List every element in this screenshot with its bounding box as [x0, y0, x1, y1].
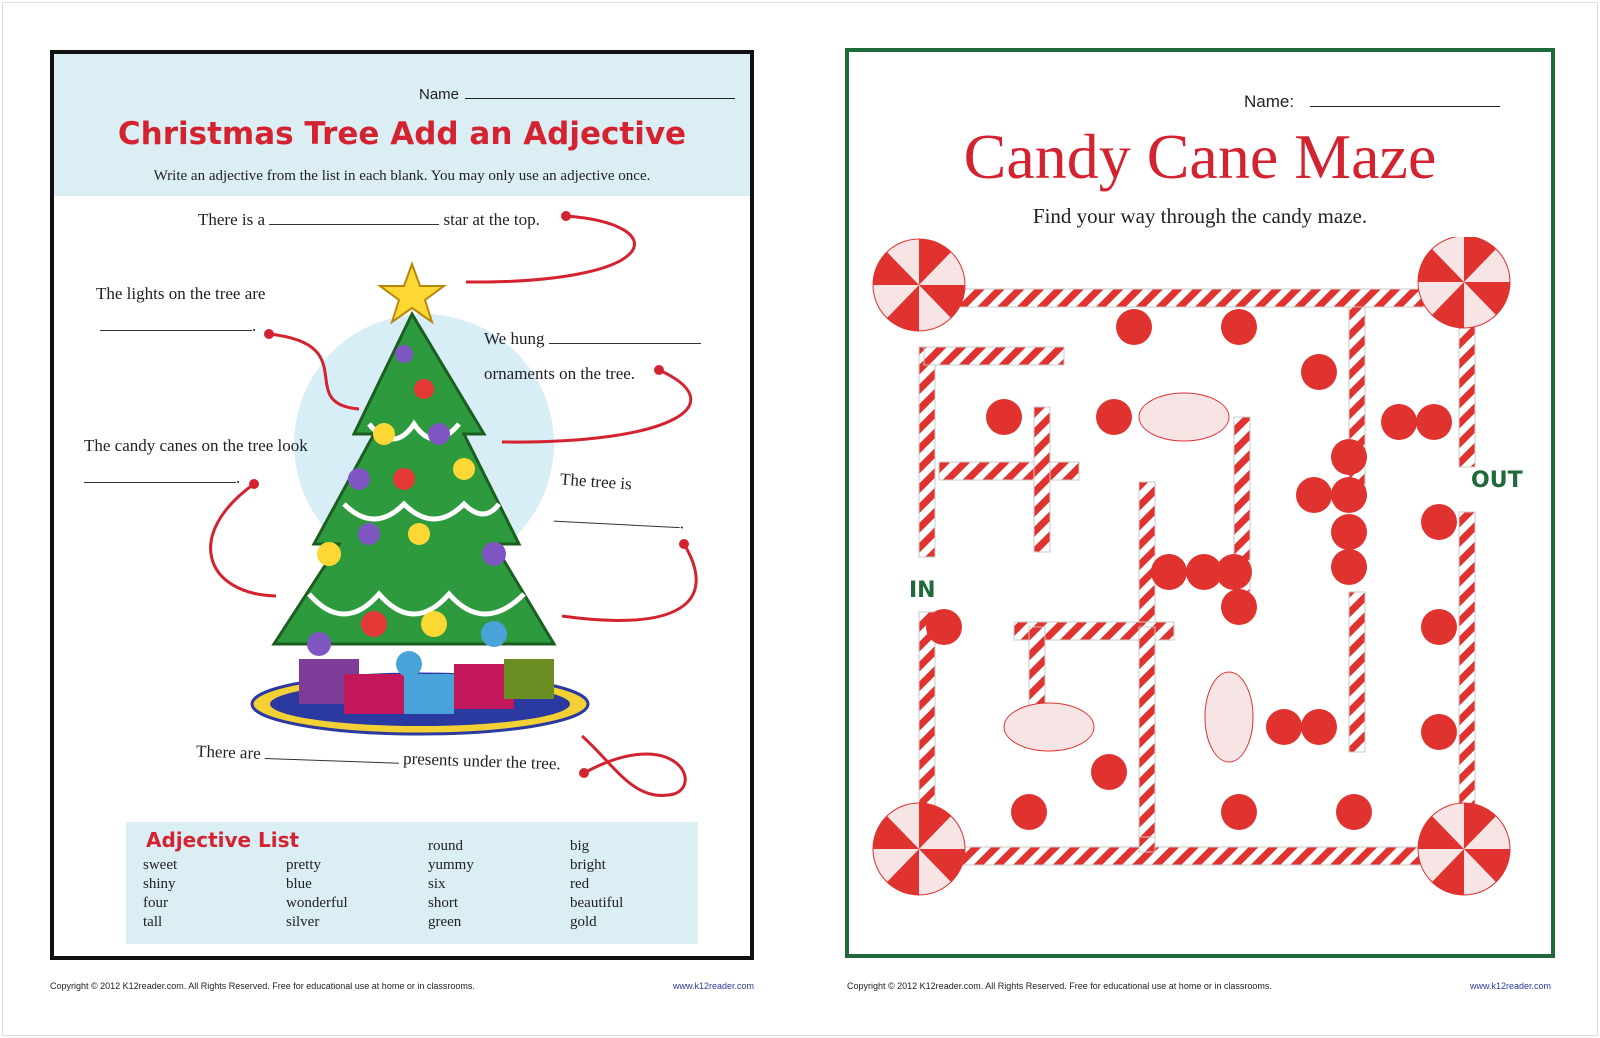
- sentence-star: There is a star at the top.: [198, 210, 540, 229]
- maze-exit-label: OUT: [1471, 468, 1523, 493]
- adjective-column: big bright red beautiful gold: [570, 838, 624, 930]
- name-field[interactable]: Name:: [1244, 92, 1501, 112]
- worksheet-title: Christmas Tree Add an Adjective: [117, 116, 687, 152]
- sentence-hung-post: ornaments on the tree.: [484, 364, 636, 383]
- candy-cane-maze[interactable]: [849, 237, 1551, 927]
- sentence-lights: The lights on the tree are: [96, 284, 266, 303]
- blank-lights[interactable]: .: [100, 316, 256, 336]
- copyright-right: Copyright © 2012 K12reader.com. All Righ…: [847, 981, 1272, 991]
- name-label: Name: [419, 86, 460, 103]
- adjective-worksheet: Name Christmas Tree Add an Adjective Wri…: [50, 50, 754, 960]
- sentence-candy: The candy canes on the tree look: [84, 436, 308, 455]
- adjective-list-title: Adjective List: [146, 828, 300, 852]
- star-icon: [376, 261, 448, 325]
- instructions: Write an adjective from the list in each…: [153, 168, 651, 184]
- christmas-tree-illustration: [209, 211, 698, 797]
- name-label: Name:: [1244, 92, 1295, 111]
- copyright-left: Copyright © 2012 K12reader.com. All Righ…: [50, 981, 475, 991]
- worksheet-title: Candy Cane Maze: [963, 121, 1437, 192]
- blank-star[interactable]: [269, 211, 440, 225]
- maze-entrance-label: IN: [909, 578, 936, 603]
- adjective-list: Adjective List sweet shiny four tall pretty…: [126, 822, 698, 944]
- worksheet-header: Name Christmas Tree Add an Adjective Wri…: [54, 54, 750, 196]
- website-link-right[interactable]: www.k12reader.com: [1470, 981, 1552, 991]
- adjective-column: pretty blue wonderful silver: [286, 857, 348, 930]
- instructions: Find your way through the candy maze.: [1032, 204, 1368, 228]
- name-field[interactable]: Name: [419, 86, 736, 103]
- blank-presents[interactable]: [264, 745, 400, 764]
- sentence-hung: We hung: [484, 329, 701, 349]
- website-link-left[interactable]: www.k12reader.com: [673, 981, 755, 991]
- blank-hung[interactable]: [548, 330, 701, 344]
- adjective-column: round yummy six short green: [428, 838, 474, 930]
- adjective-column: sweet shiny four tall: [143, 857, 178, 930]
- maze-worksheet: Name: Candy Cane Maze Find your way thro…: [845, 48, 1555, 958]
- blank-candy[interactable]: .: [84, 468, 240, 488]
